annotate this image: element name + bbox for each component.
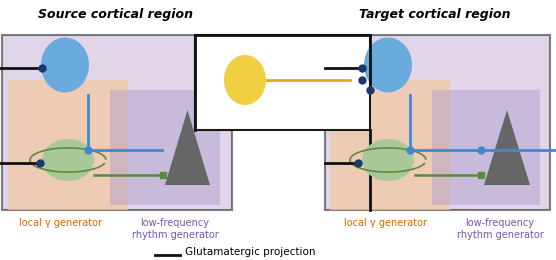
Text: local γ generator: local γ generator: [344, 218, 426, 228]
Text: low-frequency
rhythm generator: low-frequency rhythm generator: [456, 218, 543, 240]
Ellipse shape: [364, 37, 412, 93]
Ellipse shape: [42, 139, 94, 181]
Bar: [2, 35, 232, 210]
Polygon shape: [165, 110, 210, 185]
Ellipse shape: [224, 55, 266, 105]
Bar: [8, 80, 128, 210]
Text: Source cortical region: Source cortical region: [37, 8, 192, 21]
Bar: [325, 35, 550, 210]
Bar: [432, 90, 540, 205]
Polygon shape: [484, 110, 530, 185]
Bar: [195, 35, 370, 130]
Bar: [110, 90, 220, 205]
Bar: [330, 80, 450, 210]
Text: local γ generator: local γ generator: [18, 218, 102, 228]
Text: Glutamatergic projection: Glutamatergic projection: [185, 247, 315, 257]
Text: low-frequency
rhythm generator: low-frequency rhythm generator: [132, 218, 219, 240]
Ellipse shape: [362, 139, 414, 181]
Ellipse shape: [41, 37, 89, 93]
Text: Target cortical region: Target cortical region: [359, 8, 511, 21]
